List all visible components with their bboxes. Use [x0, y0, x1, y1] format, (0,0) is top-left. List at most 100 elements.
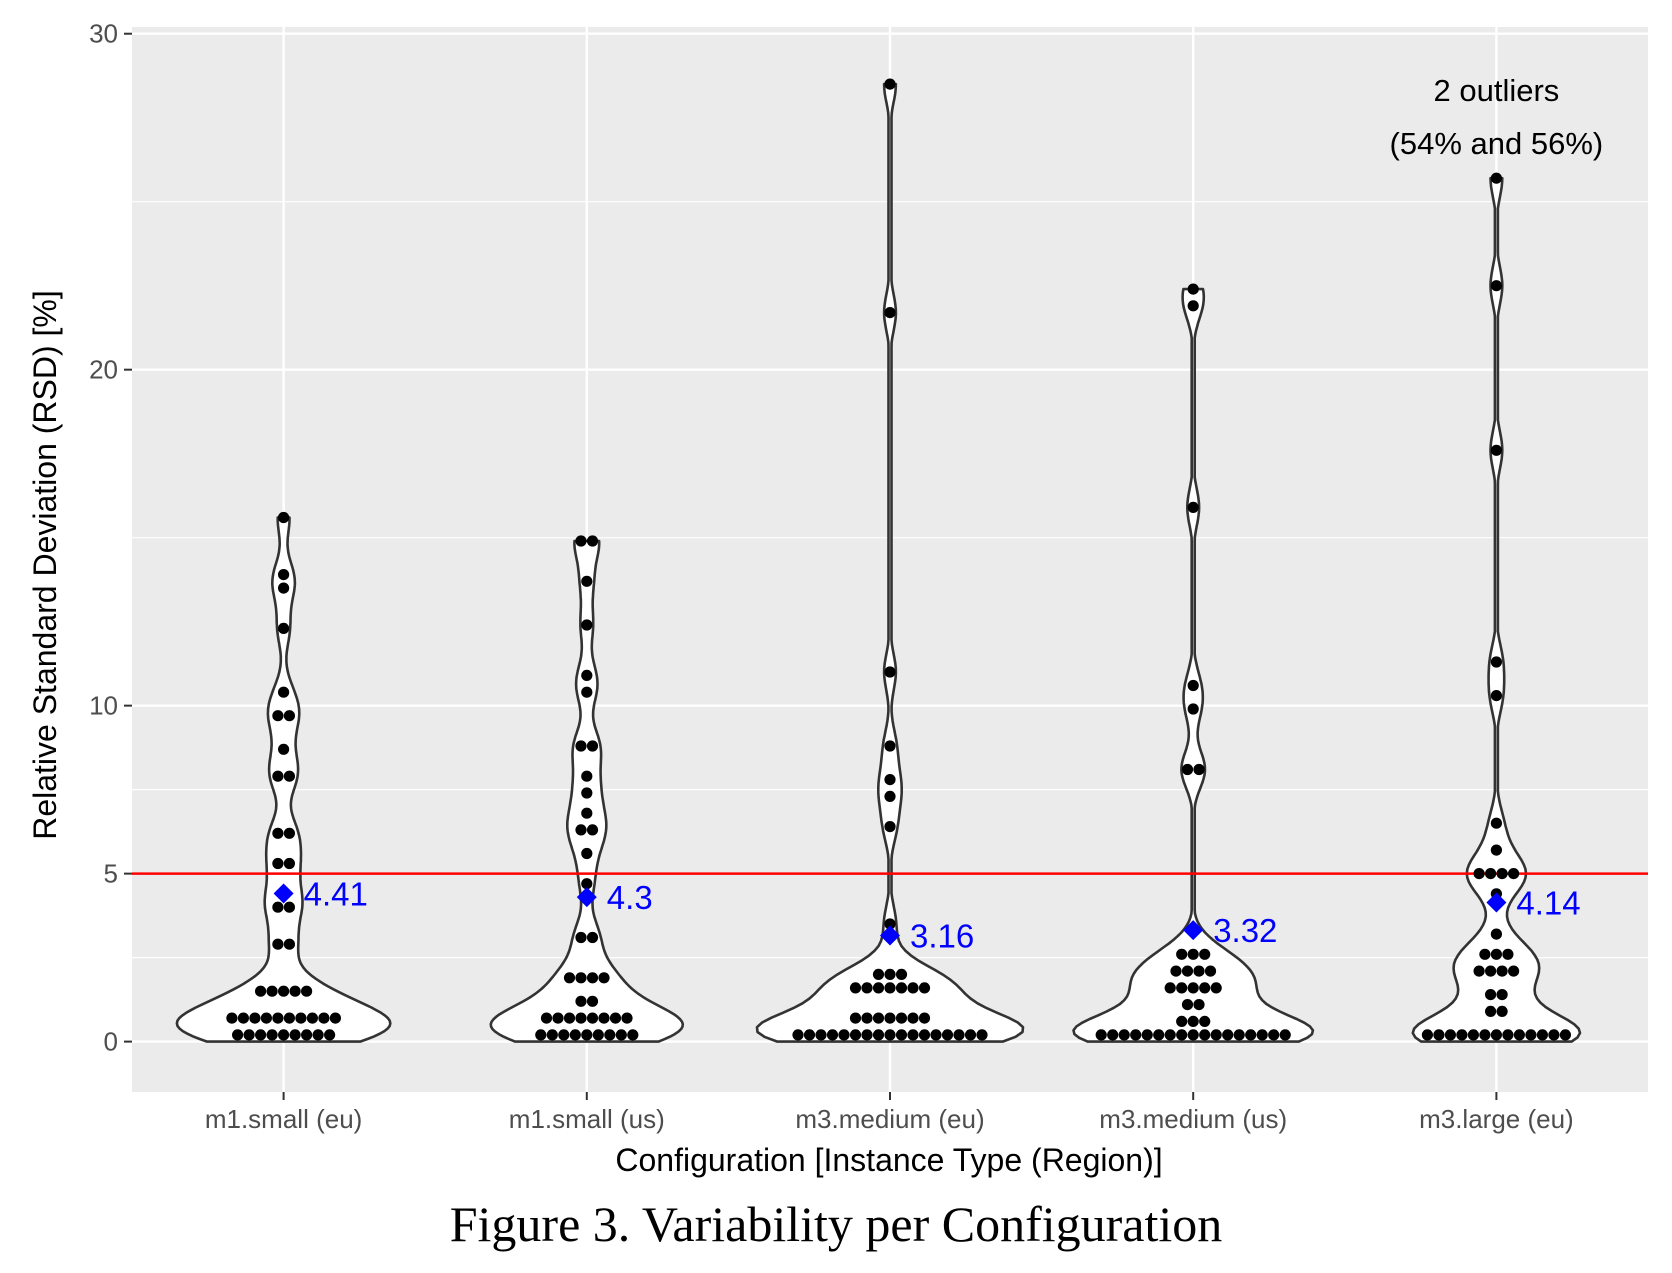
data-point: [826, 1029, 839, 1041]
data-point: [1456, 1029, 1468, 1041]
data-point: [1508, 965, 1520, 977]
data-point: [318, 1012, 330, 1024]
data-point: [1496, 965, 1508, 977]
data-point: [563, 1012, 576, 1024]
data-point: [535, 1029, 547, 1041]
data-point: [884, 78, 896, 90]
data-point: [289, 985, 301, 997]
data-point: [1187, 1015, 1199, 1027]
data-point: [1199, 982, 1211, 994]
data-point: [1496, 989, 1508, 1001]
violin-3: [755, 82, 1025, 1043]
data-point: [575, 535, 587, 547]
data-point: [895, 1029, 908, 1041]
x-tick-label: m3.medium (eu): [795, 1104, 984, 1134]
data-point: [237, 1012, 249, 1024]
data-point: [1170, 965, 1182, 977]
mean-label: 4.41: [304, 875, 368, 912]
data-point: [861, 1029, 873, 1041]
data-point: [586, 1012, 599, 1024]
violin-5: [1411, 176, 1582, 1043]
data-point: [918, 1029, 931, 1041]
data-point: [266, 985, 278, 997]
data-point: [907, 1012, 919, 1024]
data-point: [278, 569, 290, 581]
data-point: [581, 878, 593, 890]
y-tick-label: 0: [104, 1027, 118, 1057]
mean-marker: [1486, 892, 1507, 913]
data-point: [1176, 1015, 1188, 1027]
data-point: [1473, 965, 1485, 977]
data-point: [581, 807, 593, 819]
data-point: [295, 1012, 307, 1024]
data-point: [558, 1029, 570, 1041]
data-point: [301, 985, 313, 997]
data-point: [1559, 1029, 1571, 1041]
data-point: [1490, 690, 1502, 702]
data-point: [1095, 1029, 1107, 1041]
data-point: [1496, 868, 1508, 880]
data-point: [941, 1029, 954, 1041]
data-point: [907, 982, 919, 994]
x-tick-label: m3.medium (us): [1099, 1104, 1287, 1134]
data-point: [872, 982, 885, 994]
data-point: [849, 982, 862, 994]
data-point: [1222, 1029, 1234, 1041]
data-point: [884, 982, 896, 994]
data-point: [1467, 1029, 1479, 1041]
data-point: [306, 1012, 318, 1024]
x-axis-title: Configuration [Instance Type (Region)]: [615, 1142, 1162, 1178]
data-point: [278, 582, 290, 594]
data-point: [1107, 1029, 1119, 1041]
data-point: [283, 938, 295, 950]
x-tick-label: m3.large (eu): [1419, 1104, 1574, 1134]
data-point: [272, 770, 284, 782]
data-point: [586, 740, 599, 752]
data-point: [803, 1029, 816, 1041]
data-point: [849, 1029, 862, 1041]
data-point: [1187, 703, 1199, 715]
data-point: [569, 1029, 581, 1041]
data-point: [884, 666, 896, 678]
data-point: [1199, 1029, 1211, 1041]
data-point: [546, 1029, 558, 1041]
data-point: [872, 1029, 885, 1041]
data-point: [581, 787, 593, 799]
data-point: [283, 1012, 295, 1024]
data-point: [586, 995, 599, 1007]
data-point: [884, 774, 896, 786]
data-point: [255, 985, 267, 997]
data-point: [1193, 999, 1205, 1011]
data-point: [266, 1029, 278, 1041]
data-point: [232, 1029, 244, 1041]
data-point: [1130, 1029, 1142, 1041]
data-point: [1490, 948, 1502, 960]
data-point: [272, 901, 284, 913]
y-axis-title: Relative Standard Deviation (RSD) [%]: [27, 290, 63, 840]
data-point: [1490, 1029, 1502, 1041]
data-point: [1210, 1029, 1222, 1041]
y-tick-label: 20: [89, 355, 118, 385]
data-point: [1187, 1029, 1199, 1041]
data-point: [575, 931, 587, 944]
data-point: [1204, 965, 1217, 977]
data-point: [1233, 1029, 1245, 1041]
data-point: [884, 918, 896, 930]
data-point: [884, 740, 896, 752]
data-point: [1548, 1029, 1560, 1041]
data-point: [1279, 1029, 1291, 1041]
data-point: [575, 824, 587, 836]
data-point: [1176, 1029, 1188, 1041]
data-point: [283, 827, 295, 839]
data-point: [1496, 1005, 1508, 1018]
data-point: [884, 1012, 896, 1024]
data-point: [964, 1029, 977, 1041]
data-point: [1490, 280, 1502, 292]
data-point: [255, 1029, 267, 1041]
data-point: [838, 1029, 850, 1041]
data-point: [884, 821, 896, 833]
data-point: [884, 790, 896, 803]
x-tick-label: m1.small (eu): [205, 1104, 362, 1134]
data-point: [918, 982, 931, 994]
